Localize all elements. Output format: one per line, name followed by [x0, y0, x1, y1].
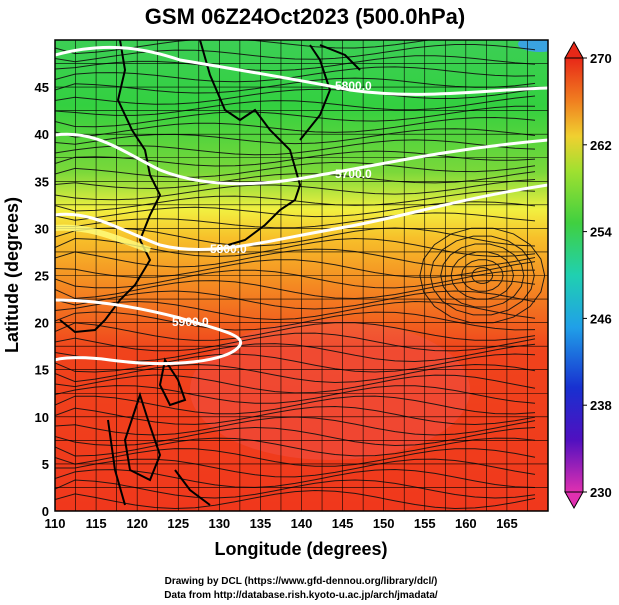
y-tick-label: 5	[42, 457, 49, 472]
streamline	[55, 363, 536, 384]
streamline	[55, 150, 536, 167]
footer-credit-dcl: Drawing by DCL (https://www.gfd-dennou.o…	[165, 576, 438, 587]
streamline	[55, 105, 535, 128]
contour-5800-north	[55, 45, 548, 96]
contour-5800	[55, 183, 548, 251]
contour-5700	[55, 132, 548, 186]
colorbar-tick-label: 254	[590, 225, 612, 240]
streamline	[55, 374, 536, 394]
streamline	[55, 489, 536, 510]
streamline	[55, 279, 536, 300]
streamline	[55, 227, 536, 247]
streamline	[55, 44, 536, 63]
x-tick-label: 120	[126, 516, 148, 531]
streamline	[55, 139, 536, 156]
streamline	[55, 179, 536, 201]
y-tick-label: 30	[35, 221, 49, 236]
streamline	[55, 40, 432, 55]
streamline	[55, 290, 536, 310]
streamline	[55, 116, 536, 138]
colorbar-tick-label: 238	[590, 398, 612, 413]
streamline	[55, 332, 536, 352]
colorbar-scale	[564, 57, 584, 493]
y-tick-label: 35	[35, 174, 49, 189]
x-tick-label: 140	[291, 516, 313, 531]
streamline	[55, 426, 536, 447]
colorbar-min-arrow	[564, 491, 584, 510]
x-tick-label: 150	[373, 516, 395, 531]
y-tick-label: 45	[35, 80, 49, 95]
colorbar-tick-label: 262	[590, 138, 612, 153]
geopotential-contours	[55, 45, 548, 365]
plot-frame	[54, 39, 549, 512]
contour-label-5800: 5800.0	[210, 242, 247, 256]
streamline	[55, 353, 536, 373]
lat-lon-grid	[55, 40, 548, 511]
streamline	[55, 77, 536, 94]
streamline	[55, 448, 536, 467]
y-tick-label: 10	[35, 410, 49, 425]
warm-core-region	[190, 320, 470, 460]
streamline	[55, 395, 536, 415]
contour-label-5700: 5700.0	[335, 167, 372, 181]
x-tick-labels: 110 115 120 125 130 135 140 145 150 155 160 165	[45, 516, 518, 531]
streamline	[55, 437, 536, 457]
map-title: GSM 06Z24Oct2023 (500.0hPa)	[145, 4, 465, 29]
streamline	[55, 66, 536, 83]
colorbar-tick-label: 246	[590, 311, 612, 326]
contour-label-north: 5800.0	[335, 79, 372, 93]
streamline	[55, 212, 536, 229]
y-tick-label: 20	[35, 316, 49, 331]
x-tick-label: 155	[414, 516, 436, 531]
x-tick-label: 145	[332, 516, 354, 531]
x-axis-label: Longitude (degrees)	[214, 539, 387, 559]
coastlines	[59, 40, 361, 506]
x-tick-label: 110	[45, 516, 66, 531]
streamline	[55, 95, 536, 116]
colorbar-tick-label: 270	[590, 51, 612, 66]
y-tick-label: 15	[35, 363, 49, 378]
y-tick-label: 40	[35, 127, 49, 142]
x-tick-label: 135	[250, 516, 272, 531]
x-tick-label: 130	[208, 516, 230, 531]
streamline	[55, 458, 536, 478]
colorbar: 270 262 254 246 238 230	[564, 40, 612, 510]
y-tick-label: 0	[42, 504, 49, 519]
streamline	[55, 55, 536, 72]
streamline	[55, 300, 536, 321]
streamline	[55, 311, 536, 331]
streamline	[55, 468, 536, 488]
plot-area: 5800.0 5700.0 5800.0 5900.0	[55, 40, 548, 511]
streamline	[55, 322, 536, 341]
y-axis-label: Latitude (degrees)	[2, 197, 22, 353]
x-tick-label: 165	[496, 516, 518, 531]
x-tick-label: 125	[167, 516, 189, 531]
streamline	[55, 385, 536, 404]
contour-5900	[55, 298, 243, 365]
streamline	[55, 88, 536, 105]
y-tick-label: 25	[35, 269, 49, 284]
x-tick-label: 115	[86, 516, 107, 531]
streamline	[55, 248, 536, 268]
cold-corner-region	[518, 40, 548, 52]
footer-credit-data: Data from http://database.rish.kyoto-u.a…	[164, 590, 438, 601]
y-tick-labels: 0 5 10 15 20 25 30 35 40 45	[35, 80, 49, 519]
colorbar-max-arrow	[564, 40, 584, 59]
yellow-band	[55, 224, 151, 253]
contour-label-5900: 5900.0	[172, 315, 209, 329]
colorbar-tick-label: 230	[590, 485, 612, 500]
x-tick-label: 160	[455, 516, 477, 531]
streamline	[55, 171, 536, 190]
streamline	[55, 405, 536, 426]
